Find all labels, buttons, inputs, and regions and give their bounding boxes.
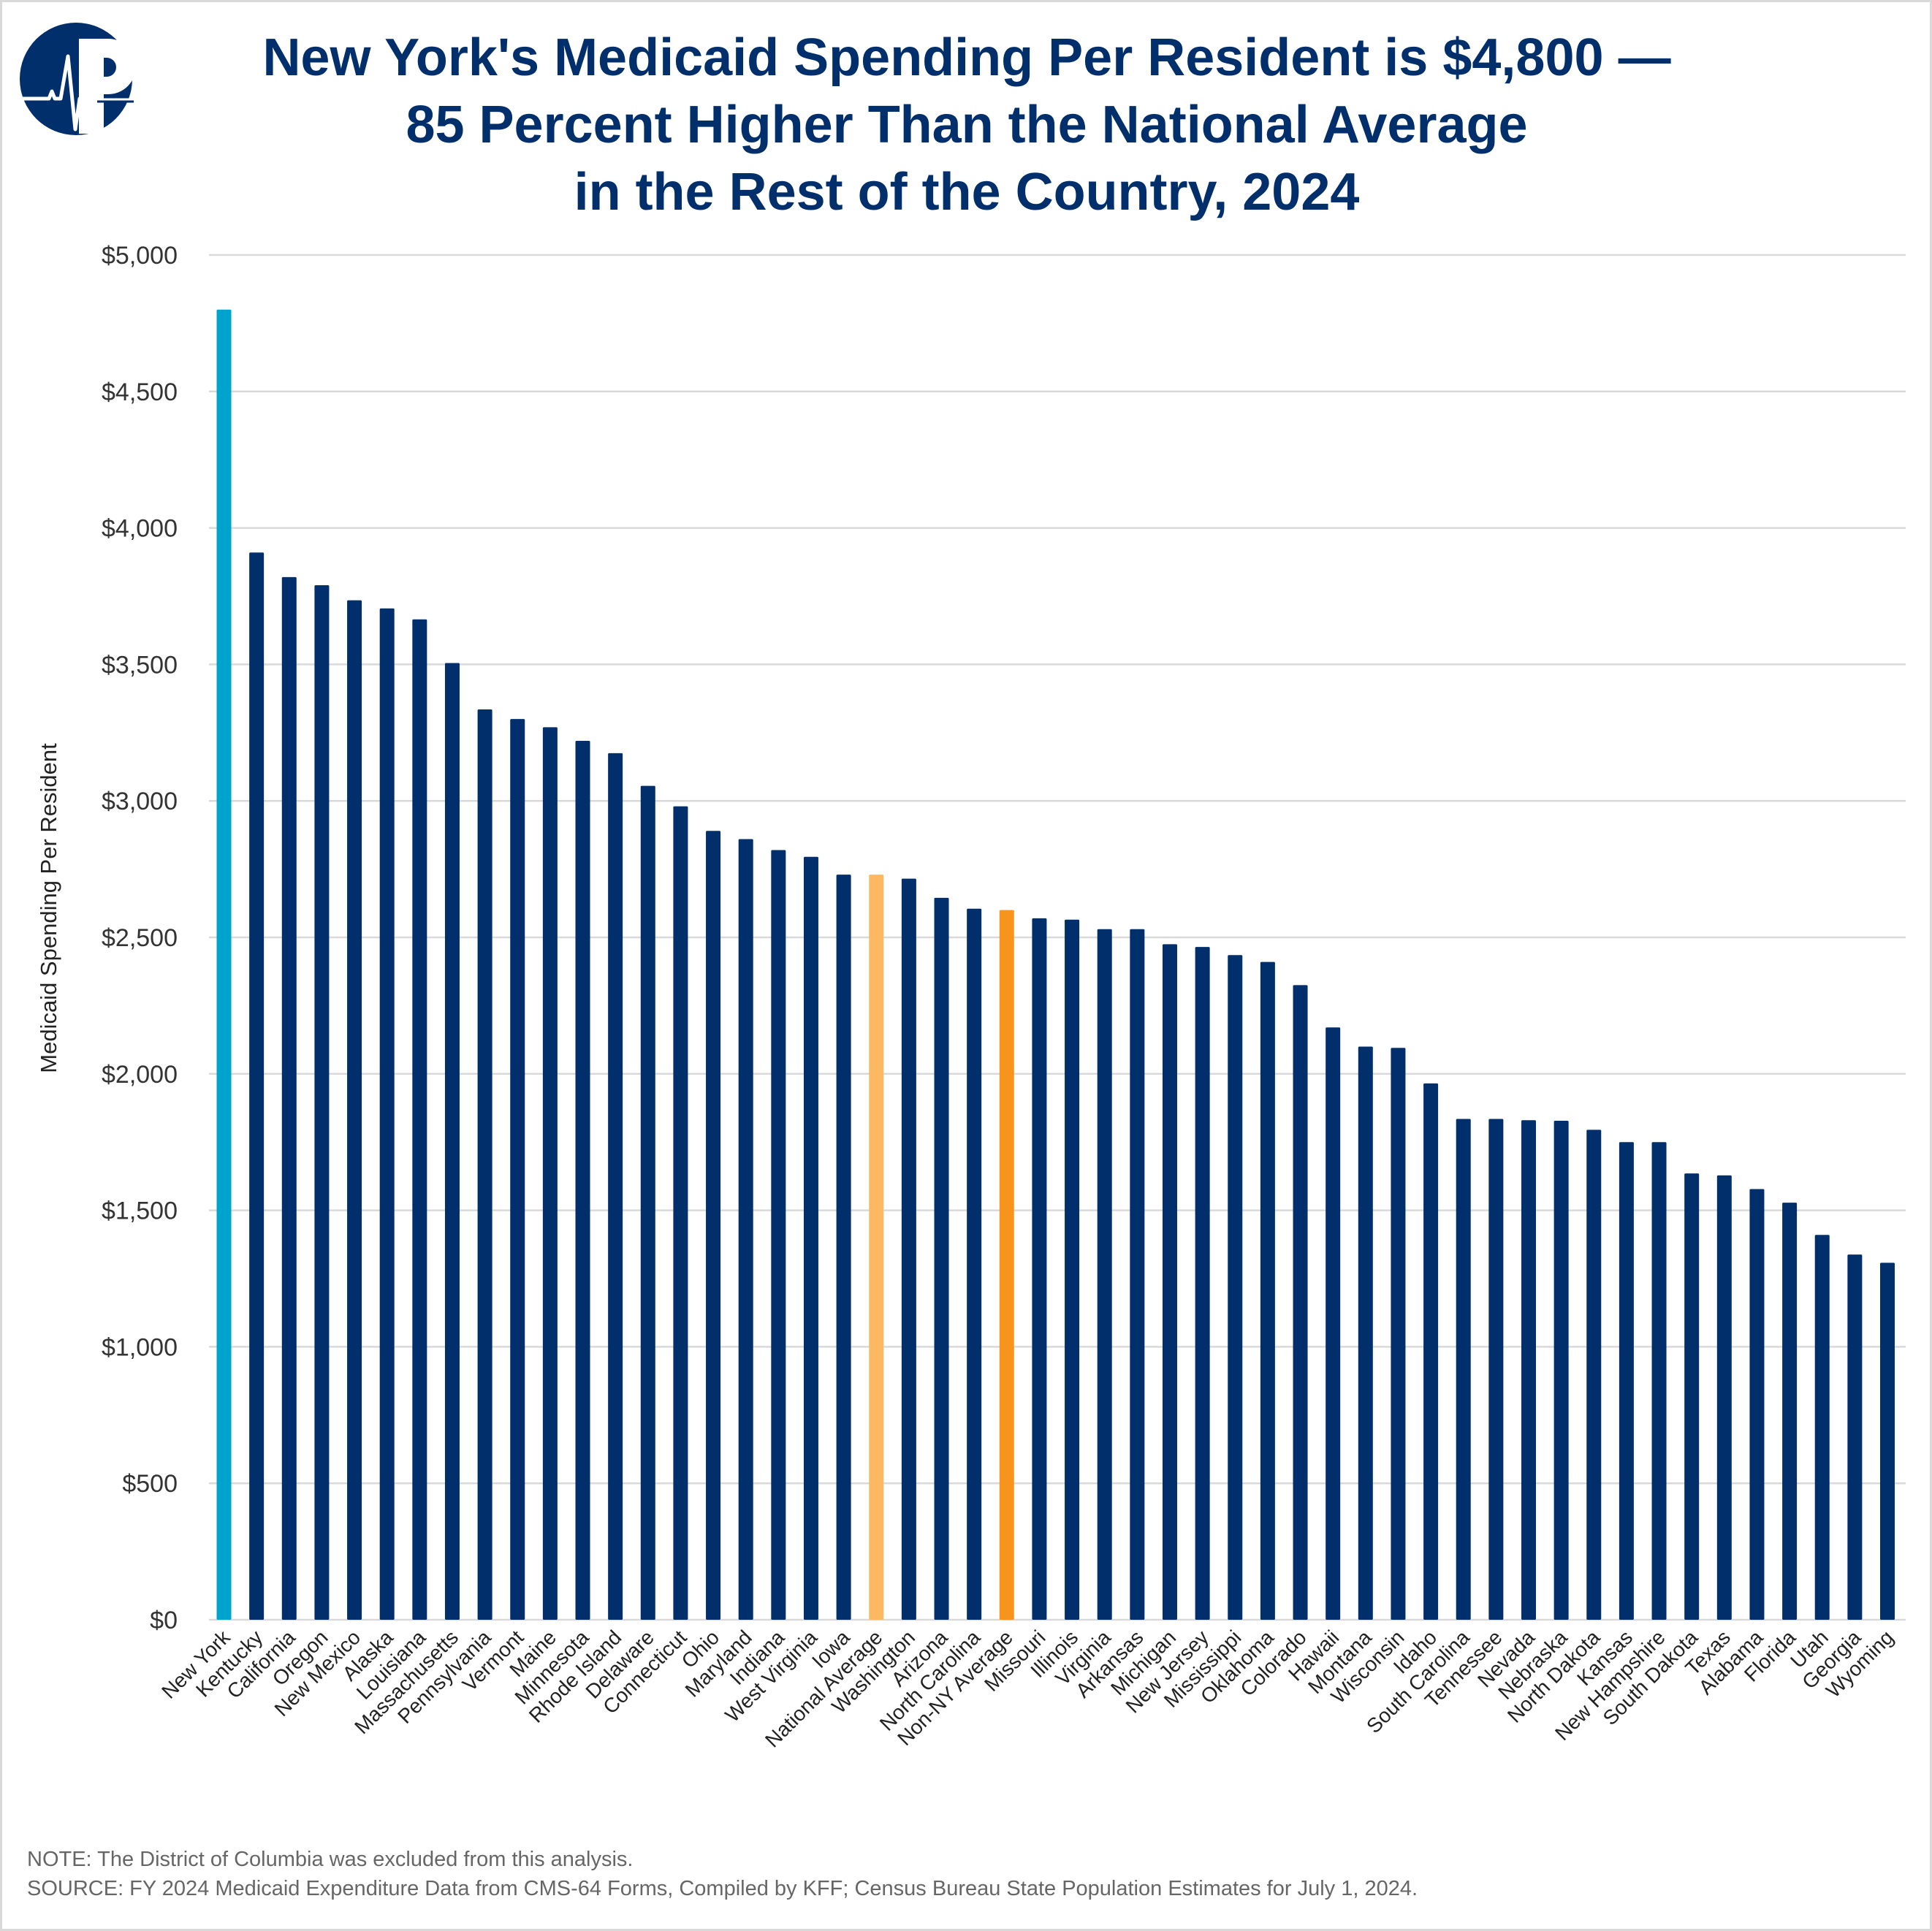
bar-colorado [1293, 985, 1308, 1620]
title-line-1: New York's Medicaid Spending Per Residen… [262, 28, 1671, 87]
bar-wyoming [1880, 1262, 1895, 1620]
bar-oregon [314, 585, 330, 1620]
bar-florida [1782, 1203, 1798, 1620]
title-line-3: in the Rest of the Country, 2024 [574, 163, 1360, 221]
bars [216, 309, 1895, 1620]
logo-icon [20, 23, 134, 135]
bar-iowa [836, 875, 851, 1620]
footer-source: SOURCE: FY 2024 Medicaid Expenditure Dat… [27, 1877, 1418, 1900]
bar-connecticut [673, 806, 688, 1620]
bar-missouri [1032, 918, 1047, 1620]
bar-non-ny-average [999, 910, 1014, 1620]
bar-idaho [1423, 1083, 1439, 1620]
bar-indiana [771, 850, 786, 1620]
y-axis-label: Medicaid Spending Per Resident [36, 743, 61, 1073]
bar-utah [1814, 1235, 1830, 1620]
bar-west-virginia [803, 856, 818, 1620]
y-tick-label: $4,500 [102, 378, 178, 406]
bar-kentucky [249, 552, 265, 1620]
y-tick-label: $3,500 [102, 651, 178, 679]
bar-new-york [216, 309, 232, 1620]
bar-nevada [1521, 1120, 1536, 1620]
bar-california [281, 576, 297, 1620]
bar-washington [901, 878, 916, 1620]
bar-national-average [869, 875, 884, 1620]
bar-illinois [1065, 919, 1080, 1620]
y-axis-ticks: $0 $500 $1,000 $1,500 $2,000 $2,500 $3,000 $3,5… [102, 242, 178, 1634]
y-tick-label: $500 [122, 1470, 178, 1498]
bar-arkansas [1130, 929, 1145, 1620]
bar-michigan [1162, 944, 1177, 1620]
bar-new-mexico [347, 600, 362, 1620]
bar-rhode-island [608, 753, 623, 1620]
bar-georgia [1847, 1254, 1863, 1620]
bar-new-hampshire [1651, 1142, 1667, 1620]
bar-pennsylvania [477, 709, 492, 1620]
bar-ohio [706, 831, 721, 1620]
bar-alaska [379, 608, 395, 1620]
bar-montana [1358, 1046, 1373, 1620]
gridlines [209, 254, 1906, 1621]
bar-north-dakota [1586, 1130, 1602, 1620]
bar-new-jersey [1195, 947, 1210, 1620]
footer: NOTE: The District of Columbia was exclu… [27, 1845, 1418, 1903]
bar-north-carolina [967, 908, 982, 1620]
bar-minnesota [575, 741, 590, 1620]
bar-oklahoma [1260, 961, 1275, 1620]
bar-wisconsin [1391, 1048, 1406, 1620]
bar-texas [1716, 1175, 1732, 1620]
bar-virginia [1097, 929, 1112, 1620]
y-tick-label: $4,000 [102, 515, 178, 543]
bar-mississippi [1228, 955, 1243, 1620]
bar-south-carolina [1456, 1119, 1471, 1620]
y-tick-label: $2,000 [102, 1061, 178, 1089]
title-line-2: 85 Percent Higher Than the National Aver… [406, 96, 1528, 154]
bar-arizona [934, 897, 949, 1620]
bar-nebraska [1553, 1121, 1569, 1620]
y-tick-label: $3,000 [102, 788, 178, 815]
bar-louisiana [412, 619, 427, 1620]
bar-chart: $0 $500 $1,000 $1,500 $2,000 $2,500 $3,000 $3,5… [36, 242, 1906, 1752]
bar-delaware [640, 785, 655, 1620]
y-tick-label: $2,500 [102, 924, 178, 952]
y-tick-label: $1,500 [102, 1197, 178, 1225]
footer-note: NOTE: The District of Columbia was exclu… [27, 1848, 634, 1871]
bar-kansas [1619, 1142, 1634, 1620]
y-tick-label: $5,000 [102, 242, 178, 270]
y-tick-label: $1,000 [102, 1333, 178, 1361]
bar-south-dakota [1684, 1173, 1700, 1620]
bar-tennessee [1488, 1119, 1504, 1620]
bar-massachusetts [444, 663, 460, 1620]
bar-vermont [510, 719, 525, 1620]
bar-maryland [738, 839, 753, 1620]
y-tick-label: $0 [150, 1607, 178, 1634]
bar-maine [542, 727, 558, 1620]
chart-title: New York's Medicaid Spending Per Residen… [170, 24, 1763, 226]
bar-alabama [1749, 1189, 1765, 1620]
bar-hawaii [1326, 1027, 1341, 1620]
